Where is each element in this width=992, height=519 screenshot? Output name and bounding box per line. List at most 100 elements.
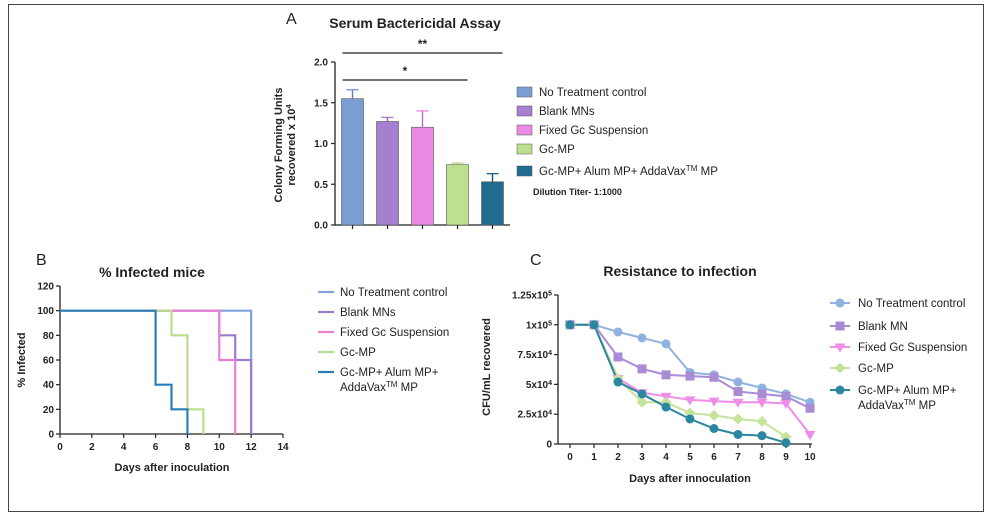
chart-b-y-tick-label: 40 <box>43 380 55 391</box>
chart-b-legend-label: Gc-MP <box>340 347 376 359</box>
chart-b-y-tick-label: 120 <box>37 282 54 293</box>
chart-c-data-point <box>804 430 816 440</box>
chart-c-y-tick-label: 1.25x105 <box>512 290 552 302</box>
chart-a-title: Serum Bactericidal Assay <box>329 15 501 31</box>
chart-c-data-point <box>756 415 768 427</box>
chart-b-legend-label: Fixed Gc Suspension <box>340 327 449 339</box>
chart-c-data-point <box>708 409 720 421</box>
chart-c-data-point <box>756 398 768 408</box>
chart-c-data-point <box>733 387 743 397</box>
chart-c-x-tick-label: 7 <box>735 452 741 463</box>
chart-b-x-tick-label: 12 <box>246 442 258 453</box>
chart-c-data-point <box>733 377 743 387</box>
panel-letter-a: A <box>286 11 297 28</box>
chart-b-x-tick-label: 14 <box>277 442 289 453</box>
chart-c-legend-label: Gc-MP <box>858 363 894 375</box>
chart-a-ylabel-line2: recovered x 104 <box>284 104 299 186</box>
chart-c-data-point <box>661 339 671 349</box>
chart-c-y-tick-label: 2.5x104 <box>518 409 553 421</box>
chart-c-data-point <box>732 398 744 408</box>
chart-c-data-point <box>709 424 719 434</box>
chart-a-ylabel: Colony Forming Units recovered x 104 <box>273 88 298 203</box>
chart-b-legend-label: Gc-MP+ Alum MP+ <box>340 367 439 379</box>
chart-c-y-tick-label: 7.5x104 <box>518 350 553 362</box>
chart-c-data-point <box>733 429 743 439</box>
chart-c-x-tick-label: 6 <box>711 452 717 463</box>
chart-c-data-point <box>781 391 791 401</box>
chart-c-legend-marker <box>835 385 845 395</box>
chart-c-data-point <box>637 389 647 399</box>
chart-c-data-point <box>637 333 647 343</box>
chart-b-ylabel: % Infected <box>16 332 28 387</box>
chart-c-data-point <box>708 397 720 407</box>
chart-c-series-line <box>570 323 787 444</box>
chart-c-legend-marker <box>834 343 846 353</box>
chart-c-legend-label: Gc-MP+ Alum MP+ <box>858 385 957 397</box>
chart-c-data-point <box>661 402 671 412</box>
chart-b-xlabel: Days after inoculation <box>115 462 230 474</box>
chart-b-series-line <box>60 309 237 434</box>
chart-c-x-tick-label: 1 <box>591 452 597 463</box>
chart-c-legend-label: Fixed Gc Suspension <box>858 342 967 354</box>
chart-c-x-tick-label: 3 <box>639 452 645 463</box>
chart-a-significance-label: * <box>403 64 408 78</box>
chart-c-data-point <box>685 371 695 381</box>
chart-a-legend-swatch <box>516 165 533 177</box>
chart-a-legend-label: Gc-MP+ Alum MP+ AddaVaxTM MP <box>539 164 718 179</box>
chart-b-series-line <box>60 309 205 434</box>
chart-c-legend-label-line2: AddaVaxTM MP <box>858 398 936 413</box>
chart-a-bar <box>446 164 469 226</box>
chart-c-legend-marker <box>835 321 845 331</box>
chart-a-ylabel-line1: Colony Forming Units <box>273 88 285 203</box>
chart-c-x-tick-label: 2 <box>615 452 621 463</box>
chart-c-data-point <box>613 377 623 387</box>
chart-c-x-tick-label: 5 <box>687 452 693 463</box>
chart-c-legend-marker <box>835 298 845 308</box>
chart-a-bar <box>376 121 399 226</box>
chart-a-bar <box>411 126 434 226</box>
chart-c-legend-label: No Treatment control <box>858 298 965 310</box>
chart-b-y-tick-label: 20 <box>43 405 55 416</box>
chart-a-legend-swatch <box>516 143 533 155</box>
chart-a-legend-label: Gc-MP <box>539 144 575 156</box>
chart-c-data-point <box>757 431 767 441</box>
chart-c-ylabel: CFU/mL recovered <box>481 318 493 416</box>
chart-c-x-tick-label: 0 <box>567 452 573 463</box>
chart-c-x-tick-label: 10 <box>804 452 816 463</box>
chart-c-data-point <box>709 372 719 382</box>
chart-b-y-tick-label: 60 <box>43 356 55 367</box>
chart-a-y-tick-label: 1.0 <box>314 139 328 150</box>
chart-b-x-tick-label: 2 <box>89 442 95 453</box>
chart-c-legend-label: Blank MN <box>858 321 908 333</box>
chart-a-significance-label: ** <box>418 37 428 51</box>
chart-b-y-tick-label: 100 <box>37 306 54 317</box>
chart-c-x-tick-label: 4 <box>663 452 669 463</box>
chart-b-series-line <box>60 309 189 434</box>
chart-c-data-point <box>661 370 671 380</box>
chart-c-data-point <box>684 396 696 406</box>
chart-a-y-tick-label: 0.0 <box>314 221 328 232</box>
chart-c-data-point <box>589 320 599 330</box>
chart-a-bar <box>481 181 504 226</box>
chart-a-y-tick-label: 1.5 <box>314 98 328 109</box>
chart-b-x-tick-label: 8 <box>185 442 191 453</box>
chart-c-data-point <box>565 320 575 330</box>
chart-a-legend-swatch <box>516 124 533 136</box>
chart-b-legend-label: No Treatment control <box>340 287 447 299</box>
chart-a-legend-swatch <box>516 86 533 98</box>
chart-c-data-point <box>613 352 623 362</box>
chart-c-xlabel: Days after innoculation <box>629 473 751 485</box>
chart-b-y-tick-label: 80 <box>43 331 55 342</box>
chart-a-y-tick-label: 2.0 <box>314 58 328 69</box>
chart-b-x-tick-label: 0 <box>57 442 63 453</box>
chart-c-data-point <box>781 438 791 448</box>
chart-c-data-point <box>732 413 744 425</box>
panel-letter-c: C <box>530 252 542 269</box>
chart-c-y-tick-label: 1x105 <box>526 320 552 332</box>
chart-a-bar <box>341 98 364 226</box>
chart-c-y-tick-label: 5x104 <box>526 379 552 391</box>
chart-b-legend-label: Blank MNs <box>340 307 396 319</box>
chart-c-data-point <box>636 396 648 408</box>
chart-c-data-point <box>685 414 695 424</box>
